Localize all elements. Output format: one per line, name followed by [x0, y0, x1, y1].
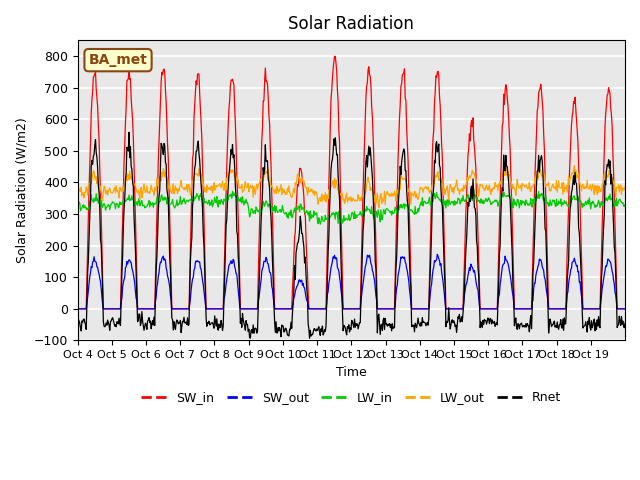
SW_out	[138, 306, 146, 312]
LW_out	[621, 187, 629, 193]
Y-axis label: Solar Radiation (W/m2): Solar Radiation (W/m2)	[15, 118, 28, 263]
LW_out	[375, 205, 383, 211]
Rnet	[440, 249, 447, 255]
Rnet	[74, 319, 81, 325]
Line: SW_in: SW_in	[77, 56, 625, 309]
LW_in	[470, 187, 477, 192]
LW_in	[439, 198, 447, 204]
SW_in	[621, 306, 629, 312]
LW_in	[287, 212, 294, 218]
X-axis label: Time: Time	[336, 366, 367, 379]
SW_out	[74, 306, 81, 312]
LW_in	[239, 194, 246, 200]
Rnet	[306, 336, 314, 341]
LW_out	[138, 195, 146, 201]
LW_in	[138, 198, 146, 204]
SW_in	[408, 306, 416, 312]
Rnet	[287, 319, 295, 325]
Rnet	[266, 205, 274, 211]
LW_out	[408, 192, 416, 197]
Line: Rnet: Rnet	[77, 132, 625, 338]
LW_in	[316, 221, 324, 227]
LW_in	[266, 203, 273, 208]
LW_in	[74, 203, 81, 208]
Rnet	[409, 324, 417, 329]
SW_out	[408, 306, 415, 312]
Title: Solar Radiation: Solar Radiation	[289, 15, 414, 33]
SW_out	[439, 279, 447, 285]
Text: BA_met: BA_met	[88, 53, 147, 67]
Rnet	[139, 318, 147, 324]
SW_out	[266, 269, 273, 275]
Line: SW_out: SW_out	[77, 254, 625, 309]
SW_out	[239, 306, 246, 312]
LW_out	[570, 163, 578, 168]
SW_out	[621, 306, 629, 312]
SW_out	[287, 306, 294, 312]
Line: LW_in: LW_in	[77, 190, 625, 224]
SW_in	[74, 306, 81, 312]
LW_out	[239, 189, 246, 195]
LW_out	[287, 191, 294, 197]
Legend: SW_in, SW_out, LW_in, LW_out, Rnet: SW_in, SW_out, LW_in, LW_out, Rnet	[136, 386, 566, 409]
LW_out	[439, 184, 447, 190]
Rnet	[125, 130, 133, 135]
LW_out	[74, 190, 81, 195]
Rnet	[239, 317, 247, 323]
SW_in	[331, 53, 339, 59]
SW_in	[138, 306, 146, 312]
Rnet	[621, 320, 629, 326]
SW_in	[439, 187, 447, 192]
LW_out	[266, 174, 273, 180]
LW_in	[621, 202, 629, 207]
SW_in	[266, 121, 273, 127]
SW_in	[287, 306, 294, 312]
SW_in	[239, 306, 246, 312]
Line: LW_out: LW_out	[77, 166, 625, 208]
LW_in	[408, 208, 416, 214]
SW_out	[433, 252, 441, 257]
